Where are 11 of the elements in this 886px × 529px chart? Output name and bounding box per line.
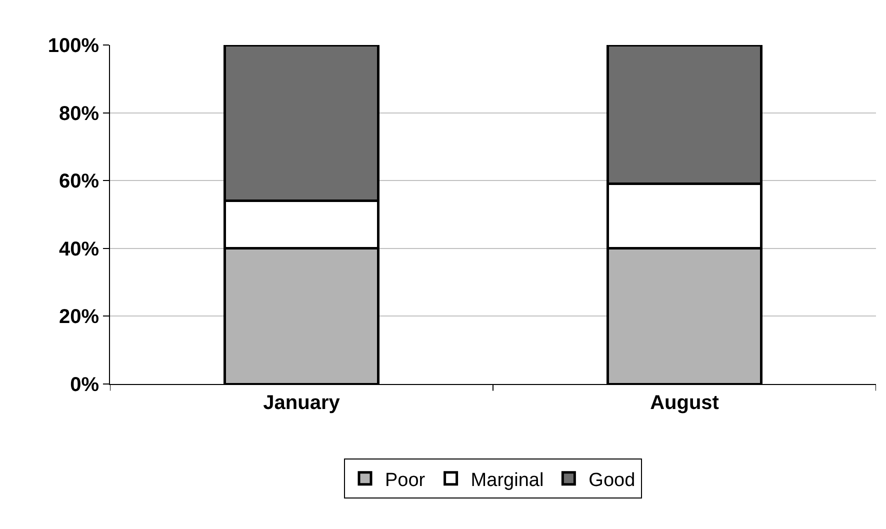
x-tick-label: January (263, 392, 341, 414)
y-tick-label: 100% (48, 35, 100, 57)
x-tick-label: August (650, 392, 720, 414)
y-tick-label: 40% (58, 238, 100, 260)
y-tick-label: 0% (70, 374, 100, 396)
legend-label: Marginal (470, 470, 544, 491)
y-tick-label: 20% (58, 306, 100, 328)
y-tick-label: 80% (58, 102, 100, 125)
legend-label: Poor (385, 470, 426, 491)
y-tick-label: 60% (58, 170, 100, 193)
legend-label: Good (588, 470, 636, 491)
